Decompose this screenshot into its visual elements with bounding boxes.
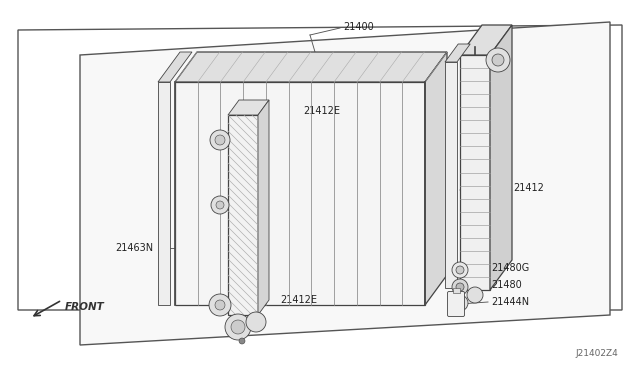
Circle shape bbox=[246, 312, 266, 332]
Circle shape bbox=[452, 295, 468, 311]
FancyBboxPatch shape bbox=[447, 292, 465, 317]
Text: 21412: 21412 bbox=[513, 183, 544, 193]
Circle shape bbox=[231, 320, 245, 334]
Circle shape bbox=[456, 266, 464, 274]
Text: 21480G: 21480G bbox=[491, 263, 529, 273]
Circle shape bbox=[452, 262, 468, 278]
Circle shape bbox=[456, 283, 464, 291]
Polygon shape bbox=[445, 44, 470, 62]
Text: 21412E: 21412E bbox=[280, 295, 317, 305]
Text: 21480: 21480 bbox=[491, 280, 522, 290]
Circle shape bbox=[452, 279, 468, 295]
Polygon shape bbox=[445, 62, 457, 288]
Circle shape bbox=[467, 287, 483, 303]
Circle shape bbox=[211, 196, 229, 214]
Text: 21400: 21400 bbox=[343, 22, 374, 32]
Text: FRONT: FRONT bbox=[65, 302, 105, 312]
Polygon shape bbox=[490, 25, 512, 290]
Circle shape bbox=[209, 294, 231, 316]
Circle shape bbox=[215, 300, 225, 310]
Circle shape bbox=[210, 130, 230, 150]
Text: 21463N: 21463N bbox=[115, 243, 153, 253]
Polygon shape bbox=[18, 25, 622, 310]
Polygon shape bbox=[460, 55, 490, 290]
Circle shape bbox=[225, 314, 251, 340]
Polygon shape bbox=[158, 52, 192, 82]
Polygon shape bbox=[460, 25, 512, 55]
Polygon shape bbox=[175, 52, 447, 82]
Polygon shape bbox=[228, 100, 269, 115]
Polygon shape bbox=[175, 82, 425, 305]
Text: 21412E: 21412E bbox=[303, 106, 340, 116]
Circle shape bbox=[215, 135, 225, 145]
Circle shape bbox=[216, 201, 224, 209]
Polygon shape bbox=[80, 22, 610, 345]
Polygon shape bbox=[425, 52, 447, 305]
Polygon shape bbox=[158, 82, 170, 305]
Circle shape bbox=[486, 48, 510, 72]
Polygon shape bbox=[228, 115, 258, 315]
Circle shape bbox=[239, 338, 245, 344]
Circle shape bbox=[492, 54, 504, 66]
Text: 21444N: 21444N bbox=[491, 297, 529, 307]
Polygon shape bbox=[258, 100, 269, 315]
FancyBboxPatch shape bbox=[452, 288, 460, 293]
Text: J21402Z4: J21402Z4 bbox=[575, 349, 618, 358]
